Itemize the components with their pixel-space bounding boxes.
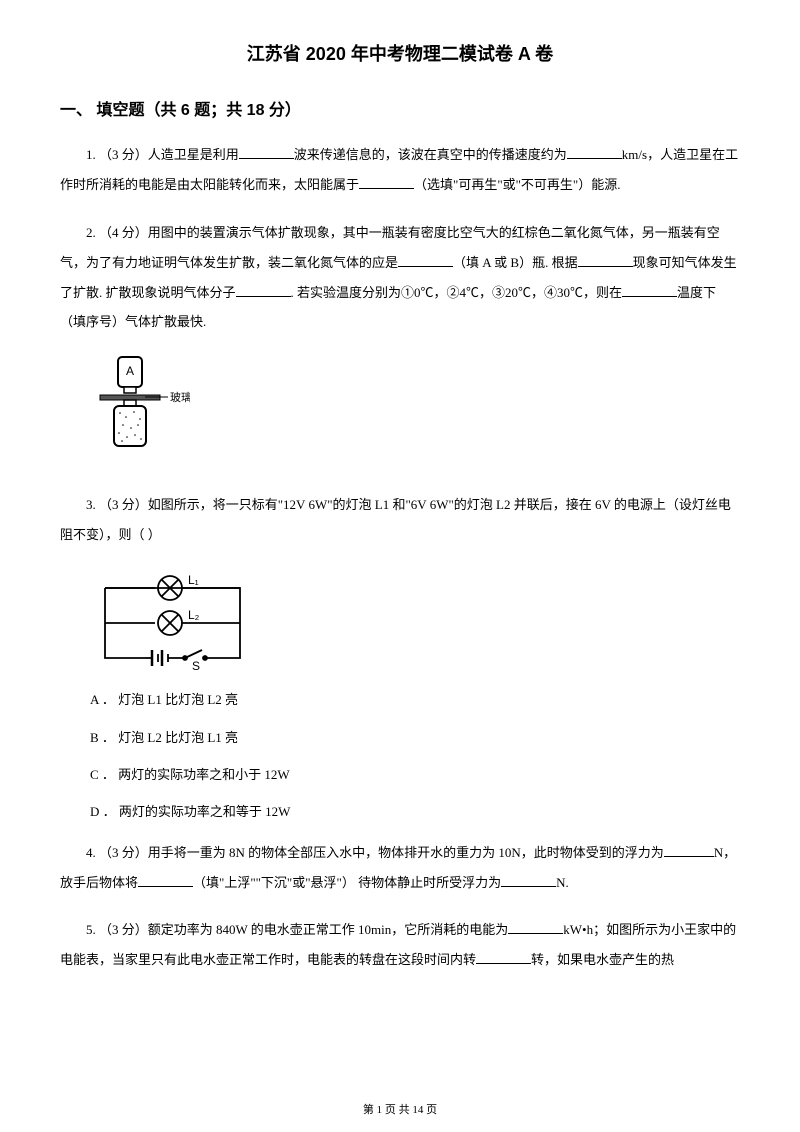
blank (622, 283, 677, 297)
q3-option-b: B ． 灯泡 L2 比灯泡 L1 亮 (90, 726, 740, 749)
question-5: 5. （3 分）额定功率为 840W 的电水壶正常工作 10min，它所消耗的电… (60, 915, 740, 975)
question-4: 4. （3 分）用手将一重为 8N 的物体全部压入水中，物体排开水的重力为 10… (60, 838, 740, 898)
question-3: 3. （3 分）如图所示，将一只标有"12V 6W"的灯泡 L1 和"6V 6W… (60, 490, 740, 550)
q2-text-4: . 若实验温度分别为①0℃，②4℃，③20℃，④30℃，则在 (291, 285, 623, 300)
q2-figure: A 玻璃板 (90, 355, 740, 475)
switch-s-label: S (192, 659, 200, 673)
bottle-a-label: A (126, 364, 134, 378)
q5-text-1: 5. （3 分）额定功率为 840W 的电水壶正常工作 10min，它所消耗的电… (86, 922, 508, 937)
q2-text-2: （填 A 或 B）瓶. 根据 (453, 255, 578, 270)
q3-option-a: A ． 灯泡 L1 比灯泡 L2 亮 (90, 688, 740, 711)
q3-figure: L₁ L₂ S (90, 568, 740, 673)
page-footer: 第 1 页 共 14 页 (0, 1101, 800, 1117)
blank (398, 253, 453, 267)
lamp-l2-label: L₂ (188, 608, 200, 622)
glass-plate-label: 玻璃板 (170, 390, 190, 404)
blank (239, 145, 294, 159)
q1-text-2: 波来传递信息的，该波在真空中的传播速度约为 (294, 147, 567, 162)
blank (664, 843, 714, 857)
blank (236, 283, 291, 297)
q1-text-1: 1. （3 分）人造卫星是利用 (86, 147, 239, 162)
q3-option-c: C ． 两灯的实际功率之和小于 12W (90, 763, 740, 786)
q5-text-3: 转，如果电水壶产生的热 (531, 952, 674, 967)
blank (508, 920, 563, 934)
page-title: 江苏省 2020 年中考物理二模试卷 A 卷 (60, 40, 740, 66)
blank (501, 873, 556, 887)
q3-text: 3. （3 分）如图所示，将一只标有"12V 6W"的灯泡 L1 和"6V 6W… (60, 497, 731, 542)
q4-text-4: N. (556, 875, 569, 890)
q4-text-3: （填"上浮""下沉"或"悬浮"） 待物体静止时所受浮力为 (193, 875, 501, 890)
question-2: 2. （4 分）用图中的装置演示气体扩散现象，其中一瓶装有密度比空气大的红棕色二… (60, 218, 740, 338)
q3-option-d: D ． 两灯的实际功率之和等于 12W (90, 800, 740, 823)
blank (359, 175, 414, 189)
q4-text-1: 4. （3 分）用手将一重为 8N 的物体全部压入水中，物体排开水的重力为 10… (86, 845, 664, 860)
blank (567, 145, 622, 159)
blank (578, 253, 633, 267)
question-1: 1. （3 分）人造卫星是利用波来传递信息的，该波在真空中的传播速度约为km/s… (60, 140, 740, 200)
lamp-l1-label: L₁ (188, 573, 199, 587)
section-1-header: 一、 填空题（共 6 题；共 18 分） (60, 96, 740, 120)
blank (138, 873, 193, 887)
q1-text-4: （选填"可再生"或"不可再生"）能源. (414, 177, 620, 192)
blank (476, 950, 531, 964)
